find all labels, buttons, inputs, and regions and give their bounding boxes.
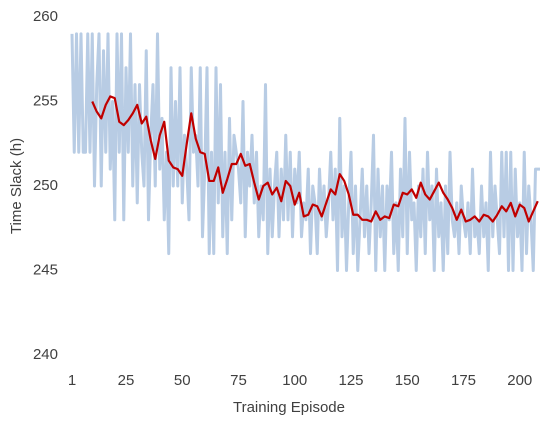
x-tick-label: 1 — [68, 372, 76, 389]
y-tick-label: 250 — [33, 177, 58, 194]
x-tick-label: 150 — [395, 372, 420, 389]
x-tick-label: 125 — [338, 372, 363, 389]
y-tick-label: 260 — [33, 8, 58, 25]
y-tick-label: 255 — [33, 92, 58, 109]
y-axis-title: Time Slack (h) — [8, 138, 25, 234]
y-tick-label: 245 — [33, 261, 58, 278]
y-tick-label: 240 — [33, 346, 58, 363]
x-axis-title: Training Episode — [233, 399, 345, 416]
x-tick-label: 200 — [507, 372, 532, 389]
x-tick-label: 25 — [118, 372, 135, 389]
data-line — [70, 32, 540, 272]
x-tick-label: 100 — [282, 372, 307, 389]
x-tick-label: 50 — [174, 372, 191, 389]
x-tick-label: 75 — [230, 372, 247, 389]
x-tick-label: 175 — [451, 372, 476, 389]
data-line — [91, 95, 539, 223]
